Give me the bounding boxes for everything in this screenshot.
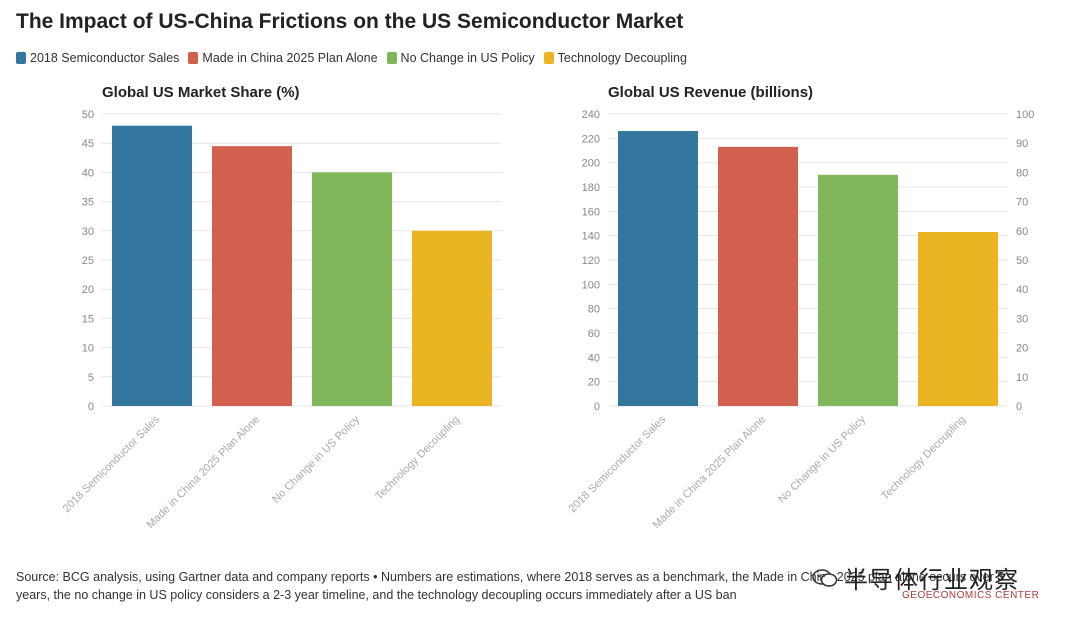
y2-tick-label: 30 xyxy=(1016,313,1028,325)
legend-label: No Change in US Policy xyxy=(400,51,535,65)
y-tick-label: 15 xyxy=(82,313,94,325)
y-tick-label: 25 xyxy=(82,255,94,267)
y-tick-label: 5 xyxy=(88,372,94,384)
y-tick-label: 10 xyxy=(82,343,94,355)
y-tick-label: 240 xyxy=(582,109,600,121)
y-tick-label: 45 xyxy=(82,138,94,150)
y-tick-label: 50 xyxy=(82,109,94,121)
y2-tick-label: 40 xyxy=(1016,284,1028,296)
y2-tick-label: 90 xyxy=(1016,138,1028,150)
y2-tick-label: 100 xyxy=(1016,109,1034,121)
y-tick-label: 60 xyxy=(588,328,600,340)
watermark-text: 半导体行业观察 xyxy=(844,567,1019,594)
y2-tick-label: 80 xyxy=(1016,167,1028,179)
legend-label: 2018 Semiconductor Sales xyxy=(30,51,180,65)
legend-swatch xyxy=(188,52,199,64)
bar xyxy=(818,174,898,406)
x-tick-label: Made in China 2025 Plan Alone xyxy=(145,414,262,531)
wechat-icon xyxy=(812,568,838,587)
y-tick-label: 20 xyxy=(588,377,600,389)
bar xyxy=(212,146,292,406)
y-tick-label: 35 xyxy=(82,197,94,209)
y-tick-label: 0 xyxy=(594,401,600,413)
y-tick-label: 80 xyxy=(588,304,600,316)
y-tick-label: 220 xyxy=(582,133,600,145)
bar xyxy=(312,172,392,406)
legend-swatch xyxy=(386,52,397,64)
x-tick-label: Made in China 2025 Plan Alone xyxy=(651,414,768,531)
chart-title-market-share: Global US Market Share (%) xyxy=(102,84,300,101)
bar xyxy=(412,230,492,406)
chart-title-revenue: Global US Revenue (billions) xyxy=(608,84,814,101)
legend-item-decoupling[interactable]: Technology Decoupling xyxy=(543,51,687,65)
source-note: Source: BCG analysis, using Gartner data… xyxy=(16,570,1005,602)
legend-label: Made in China 2025 Plan Alone xyxy=(202,51,378,65)
x-tick-label: 2018 Semiconductor Sales xyxy=(61,413,163,515)
legend-item-no-change[interactable]: No Change in US Policy xyxy=(386,51,535,65)
legend-swatch xyxy=(543,52,554,64)
y-tick-label: 140 xyxy=(582,231,600,243)
legend-item-2018[interactable]: 2018 Semiconductor Sales xyxy=(16,51,179,65)
x-tick-label: Technology Decoupling xyxy=(373,414,462,503)
x-tick-label: No Change in US Policy xyxy=(270,413,362,505)
y-tick-label: 200 xyxy=(582,158,600,170)
y2-tick-label: 10 xyxy=(1016,372,1028,384)
watermark: 半导体行业观察 xyxy=(812,560,1019,595)
x-tick-label: No Change in US Policy xyxy=(776,413,868,505)
y2-tick-label: 70 xyxy=(1016,197,1028,209)
x-tick-label: Technology Decoupling xyxy=(879,414,968,503)
bar xyxy=(112,125,192,407)
legend-swatch xyxy=(16,52,26,64)
legend-item-mic2025[interactable]: Made in China 2025 Plan Alone xyxy=(188,51,378,65)
y-tick-label: 40 xyxy=(588,352,600,364)
legend-label: Technology Decoupling xyxy=(557,51,687,65)
watermark-subtext: GEOECONOMICS CENTER xyxy=(902,590,1040,601)
y-tick-label: 100 xyxy=(582,279,600,291)
bar xyxy=(618,131,698,407)
y-tick-label: 120 xyxy=(582,255,600,267)
y2-tick-label: 50 xyxy=(1016,255,1028,267)
y2-tick-label: 60 xyxy=(1016,226,1028,238)
y-tick-label: 180 xyxy=(582,182,600,194)
bar xyxy=(918,232,998,406)
page-title: The Impact of US-China Frictions on the … xyxy=(16,10,684,33)
y-tick-label: 40 xyxy=(82,167,94,179)
x-tick-label: 2018 Semiconductor Sales xyxy=(567,413,669,515)
bar xyxy=(718,146,798,406)
y-tick-label: 160 xyxy=(582,206,600,218)
charts-canvas: 0 5 10 15 20 25 30 35 40 45 50 2018 Semiconductor S… xyxy=(61,109,1035,531)
y-tick-label: 30 xyxy=(82,226,94,238)
y-tick-label: 20 xyxy=(82,284,94,296)
y2-tick-label: 20 xyxy=(1016,343,1028,355)
y2-tick-label: 0 xyxy=(1016,401,1022,413)
y-tick-label: 0 xyxy=(88,401,94,413)
legend: 2018 Semiconductor Sales Made in China 2… xyxy=(16,51,696,65)
